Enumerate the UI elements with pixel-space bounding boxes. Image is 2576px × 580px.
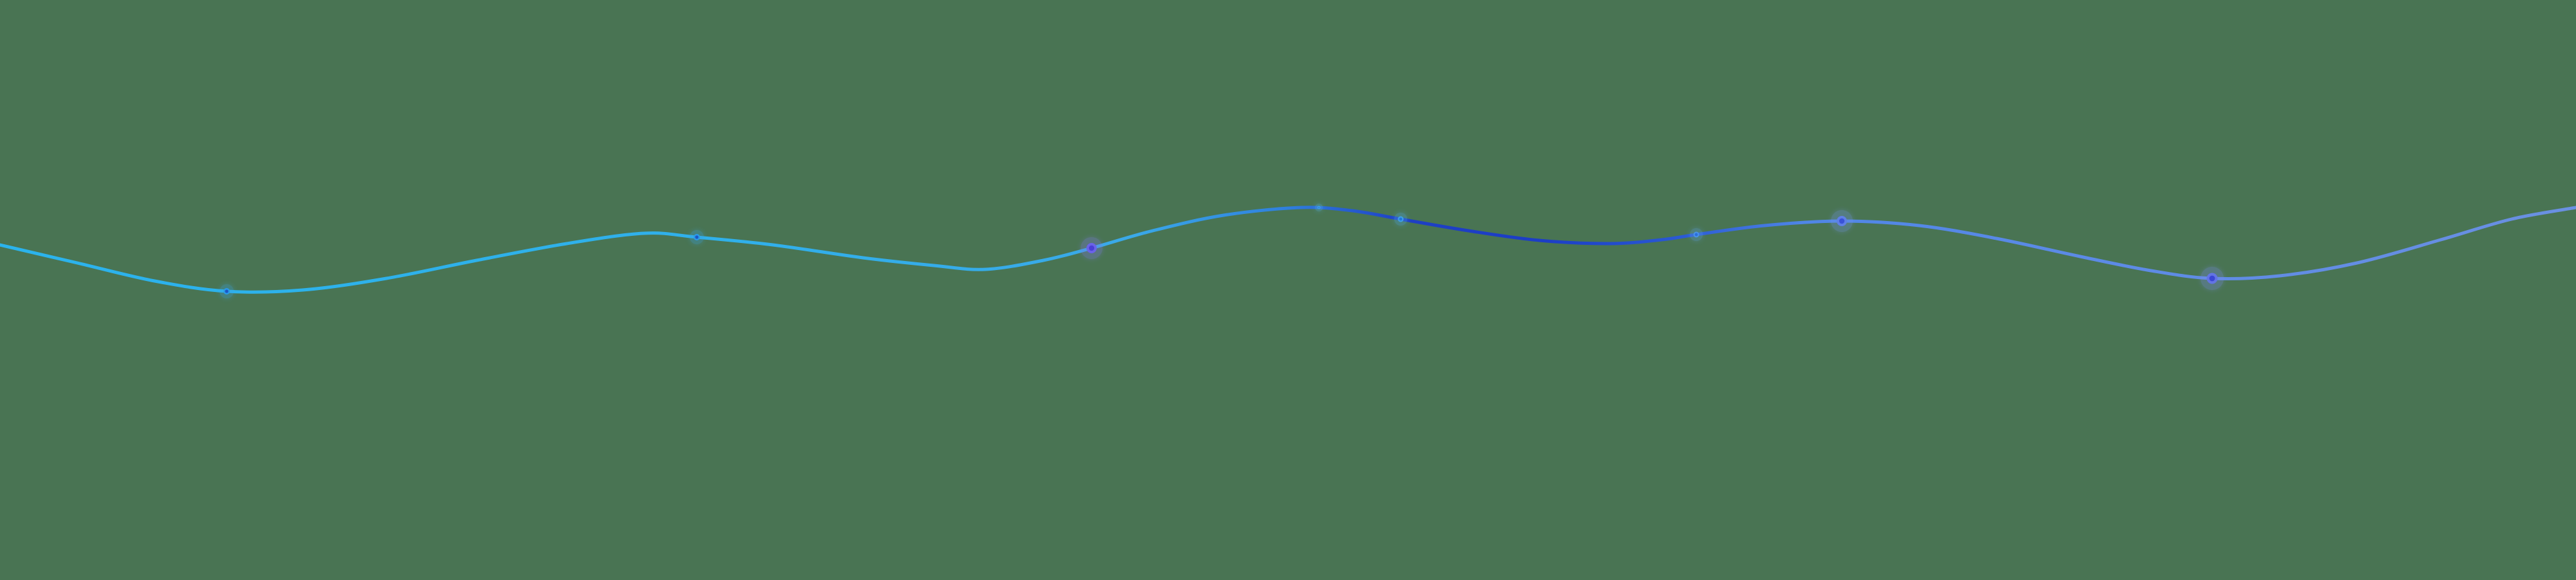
data-point-marker[interactable]	[1081, 237, 1103, 259]
data-point-markers	[220, 204, 2224, 298]
marker-core	[1839, 218, 1845, 224]
marker-core	[225, 289, 229, 293]
marker-core	[1694, 233, 1698, 237]
data-point-marker[interactable]	[1394, 213, 1407, 226]
marker-core	[2209, 275, 2215, 282]
data-point-marker[interactable]	[1690, 228, 1703, 241]
marker-core	[1399, 217, 1403, 221]
data-point-marker[interactable]	[1831, 210, 1853, 232]
marker-core	[1318, 206, 1320, 209]
data-point-marker[interactable]	[690, 230, 704, 244]
marker-core	[1088, 245, 1095, 251]
data-point-marker[interactable]	[2201, 267, 2224, 290]
data-point-marker[interactable]	[220, 284, 234, 298]
data-point-marker[interactable]	[1315, 204, 1323, 211]
marker-core	[695, 235, 699, 239]
